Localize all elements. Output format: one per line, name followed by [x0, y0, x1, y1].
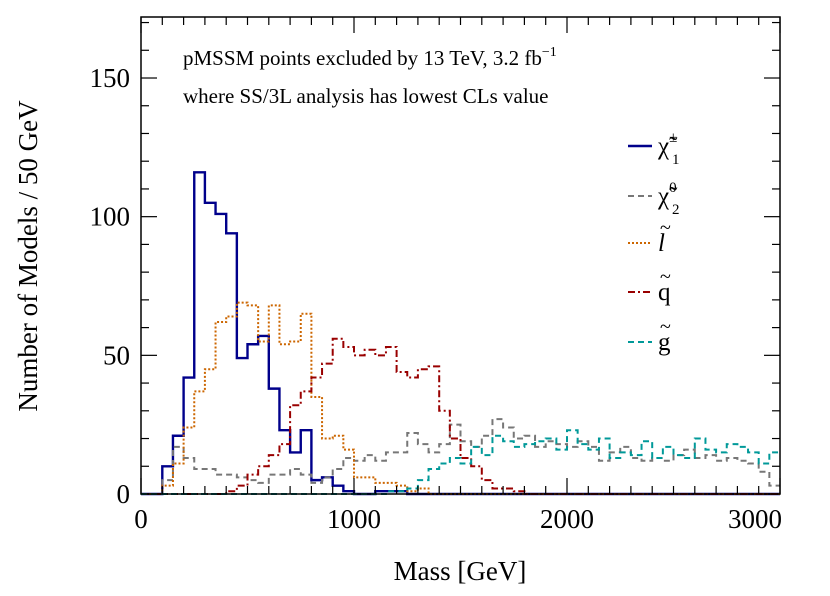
y-tick-label: 100: [90, 202, 131, 232]
series-neutralino2: [141, 418, 780, 495]
x-tick-label: 3000: [728, 504, 782, 534]
x-axis-label: Mass [GeV]: [394, 556, 527, 586]
ticks-layer: 0 1000 2000 3000 0 50 100 150: [90, 17, 782, 534]
x-tick-label: 2000: [540, 504, 594, 534]
legend-label-chargino1: χ̃± 1: [657, 130, 680, 168]
legend-tilde: ~: [660, 316, 671, 338]
legend-tilde: ~: [660, 266, 671, 288]
x-tick-label: 1000: [327, 504, 381, 534]
annotation-line1: pMSSM points excluded by 13 TeV, 3.2 fb−…: [183, 45, 557, 70]
legend-tilde: ~: [660, 217, 671, 239]
legend-label-slepton: l: [658, 230, 665, 257]
legend-label-gluino: g: [658, 329, 671, 356]
y-axis-label: Number of Models / 50 GeV: [13, 100, 43, 412]
legend-label-neutralino2: χ̃0 2: [657, 180, 680, 218]
legend-label-squark: q: [658, 279, 671, 306]
y-tick-label: 50: [103, 340, 130, 370]
x-tick-label: 0: [134, 504, 148, 534]
legend: χ̃± 1χ̃0 2l~q~g~: [628, 130, 680, 356]
y-tick-label: 150: [90, 63, 131, 93]
annotation-line2: where SS/3L analysis has lowest CLs valu…: [183, 84, 549, 108]
y-tick-label: 0: [117, 479, 131, 509]
